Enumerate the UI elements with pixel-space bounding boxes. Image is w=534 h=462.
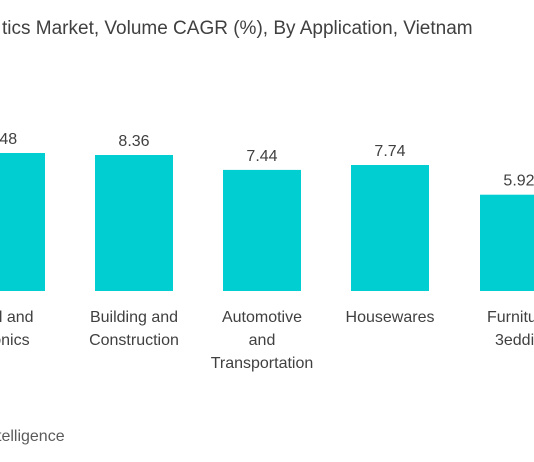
category-label-2-0: Automotive — [222, 309, 302, 326]
bar-1 — [95, 155, 173, 291]
source-text: telligence — [0, 428, 65, 445]
value-label-2: 7.44 — [246, 148, 277, 165]
bar-4 — [480, 194, 534, 291]
value-label-1: 8.36 — [118, 133, 149, 150]
bars-group — [0, 153, 534, 291]
value-label-3: 7.74 — [374, 143, 405, 160]
category-label-4-0: Furniture — [487, 309, 534, 326]
value-label-4: 5.92 — [503, 173, 534, 190]
category-label-2-2: Transportation — [211, 355, 314, 372]
category-label-1-0: Building and — [90, 309, 178, 326]
bar-2 — [223, 169, 301, 291]
value-label-0: .48 — [0, 131, 17, 148]
value-labels-group: .48 8.36 7.44 7.74 5.92 — [0, 131, 534, 190]
bar-0 — [0, 153, 45, 291]
chart-title: tics Market, Volume CAGR (%), By Applica… — [2, 18, 473, 39]
category-label-0-1: tronics — [0, 332, 30, 349]
category-labels-group: ical and tronics Building and Construction A… — [0, 309, 534, 372]
category-label-2-1: and — [249, 332, 276, 349]
category-label-1-1: Construction — [89, 332, 179, 349]
category-label-4-1: 3eddin — [495, 332, 534, 349]
category-label-3-0: Housewares — [346, 309, 435, 326]
bar-3 — [351, 165, 429, 291]
category-label-0-0: ical and — [0, 309, 34, 326]
